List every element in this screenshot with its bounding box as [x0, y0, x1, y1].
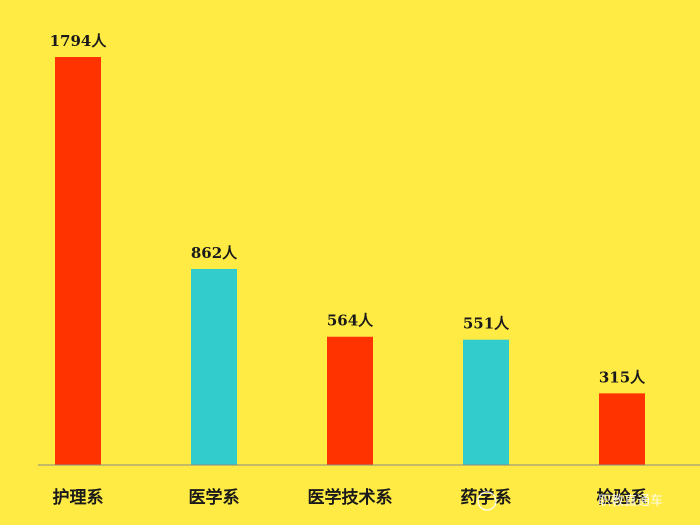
bar-2: [191, 268, 237, 465]
value-label-5: 315人: [599, 368, 646, 386]
value-labels-group: 1794人 862人 564人 551人 315人: [50, 32, 647, 386]
category-labels-group: 护理系 医学系 医学技术系 药学系 检验系: [53, 487, 648, 508]
category-label-3: 医学技术系: [308, 487, 393, 508]
bar-4: [463, 339, 509, 465]
watermark-text: 职教直通车: [598, 493, 663, 509]
watermark: 职教直通车: [477, 491, 663, 511]
category-label-1: 护理系: [53, 487, 104, 508]
bar-1: [55, 57, 101, 465]
bars-group: [55, 57, 645, 465]
value-label-2: 862人: [191, 244, 238, 262]
watermark-logo-icon: [477, 491, 497, 511]
bar-5: [599, 393, 645, 465]
category-label-5: 检验系: [597, 487, 648, 508]
value-label-4: 551人: [463, 315, 510, 333]
value-label-1: 1794人: [50, 32, 108, 50]
category-label-4: 药学系: [461, 487, 512, 508]
bar-3: [327, 336, 373, 465]
value-label-3: 564人: [327, 312, 374, 330]
category-label-2: 医学系: [189, 487, 240, 508]
